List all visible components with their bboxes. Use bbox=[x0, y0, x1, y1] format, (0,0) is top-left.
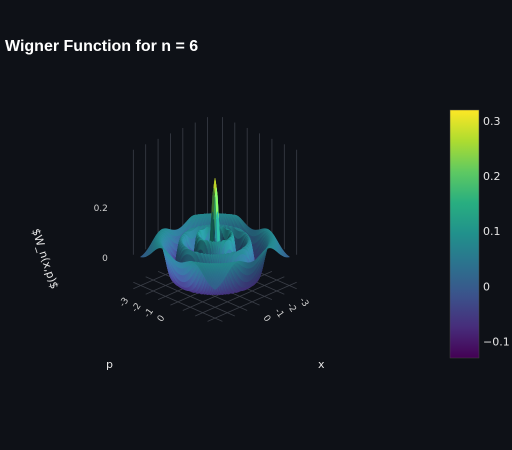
grid-line-floor-p bbox=[145, 276, 235, 317]
x-tick-label: -3 bbox=[118, 296, 131, 309]
chart-title: Wigner Function for n = 6 bbox=[5, 38, 198, 55]
grid-line-floor-x bbox=[195, 276, 285, 317]
colorbar-gradient bbox=[449, 109, 480, 359]
z-tick-label: 0 bbox=[102, 254, 108, 264]
wigner-surface[interactable] bbox=[139, 178, 291, 296]
z-tick-label: 0.2 bbox=[94, 204, 108, 214]
surface-cell bbox=[213, 287, 217, 290]
x-tick-label: -1 bbox=[143, 307, 156, 320]
colorbar-tick-label: 0.3 bbox=[483, 115, 501, 128]
p-axis-title: p bbox=[106, 358, 113, 371]
colorbar: 0.3 0.2 0.1 0 −0.1 bbox=[449, 109, 510, 359]
colorbar-tick-label: 0 bbox=[483, 280, 490, 293]
x-tick-label: -2 bbox=[130, 301, 143, 314]
p-tick-label: 0 bbox=[261, 314, 273, 325]
x-tick-label: 0 bbox=[156, 313, 168, 324]
p-tick-label: -3 bbox=[297, 296, 310, 309]
colorbar-tick-label: 0.2 bbox=[483, 170, 501, 183]
colorbar-tick-label: −0.1 bbox=[483, 336, 510, 349]
grid-line-floor-x bbox=[207, 281, 297, 322]
p-tick-label: -2 bbox=[284, 301, 297, 314]
grid-line-floor-p bbox=[133, 281, 223, 322]
z-axis-title: $W_n(x,p)$ bbox=[29, 227, 61, 291]
p-tick-label: -1 bbox=[272, 307, 285, 320]
x-axis-title: x bbox=[318, 358, 325, 371]
colorbar-tick-label: 0.1 bbox=[483, 225, 501, 238]
colorbar-ticks: 0.3 0.2 0.1 0 −0.1 bbox=[483, 115, 510, 349]
